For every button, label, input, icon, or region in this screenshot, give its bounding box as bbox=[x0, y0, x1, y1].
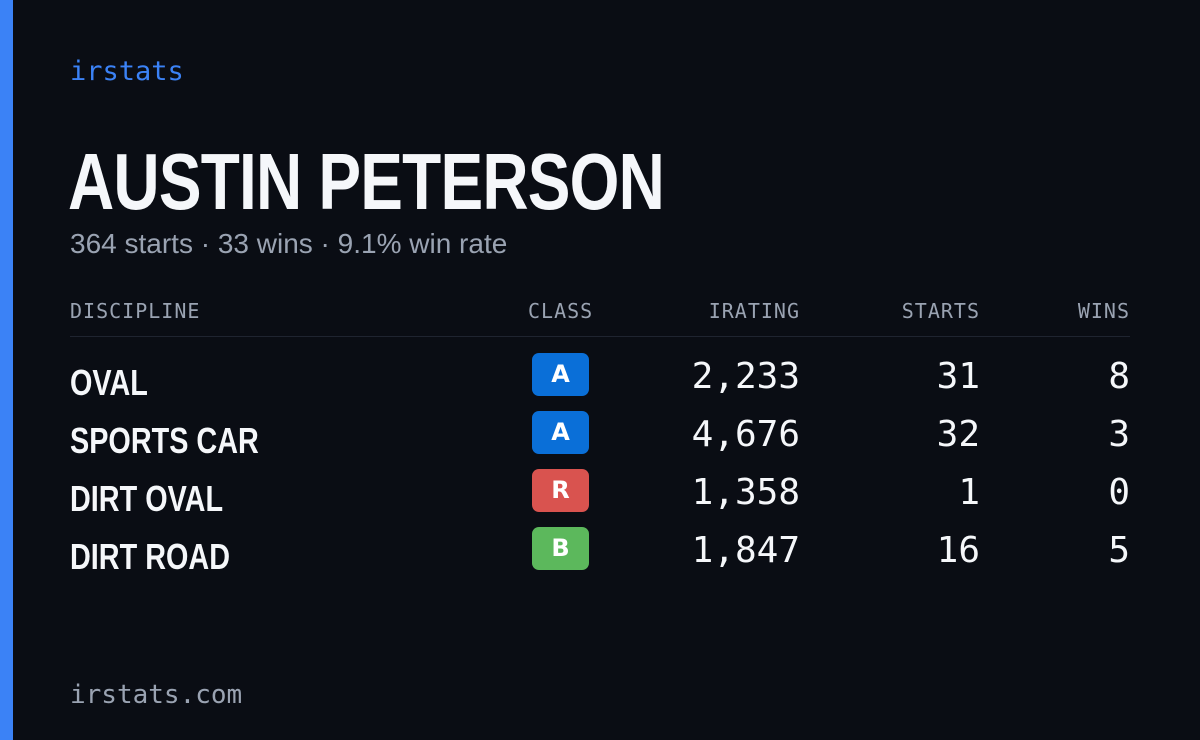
wins-value: 5 bbox=[1108, 530, 1130, 571]
driver-summary: 364 starts · 33 wins · 9.1% win rate bbox=[70, 228, 508, 259]
header-class: CLASS bbox=[528, 299, 594, 323]
class-badge: R bbox=[532, 469, 589, 512]
irating-value: 2,233 bbox=[691, 356, 800, 397]
discipline-name: DIRT OVAL bbox=[70, 478, 224, 519]
table-header: DISCIPLINE CLASS IRATING STARTS WINS bbox=[70, 296, 1130, 337]
table-body: OVAL A 2,233 31 8 SPORTS CAR A 4,676 32 … bbox=[70, 337, 1130, 585]
table-row: SPORTS CAR A 4,676 32 3 bbox=[70, 411, 1130, 469]
irating-value: 1,358 bbox=[691, 472, 800, 513]
header-discipline: DISCIPLINE bbox=[70, 299, 201, 323]
class-badge: A bbox=[532, 353, 589, 396]
irating-value: 4,676 bbox=[691, 414, 800, 455]
table-row: OVAL A 2,233 31 8 bbox=[70, 353, 1130, 411]
starts-value: 16 bbox=[936, 530, 980, 571]
wins-value: 3 bbox=[1108, 414, 1130, 455]
discipline-name: SPORTS CAR bbox=[70, 420, 259, 461]
header-starts: STARTS bbox=[901, 299, 980, 323]
brand-logo-text: irstats bbox=[70, 56, 184, 87]
accent-bar bbox=[0, 0, 13, 740]
starts-value: 31 bbox=[936, 356, 980, 397]
wins-value: 0 bbox=[1108, 472, 1130, 513]
starts-value: 32 bbox=[936, 414, 980, 455]
header-wins: WINS bbox=[1077, 299, 1130, 323]
wins-value: 8 bbox=[1108, 356, 1130, 397]
table-row: DIRT OVAL R 1,358 1 0 bbox=[70, 469, 1130, 527]
table-row: DIRT ROAD B 1,847 16 5 bbox=[70, 527, 1130, 585]
class-badge: B bbox=[532, 527, 589, 570]
footer-url: irstats.com bbox=[70, 680, 243, 710]
irating-value: 1,847 bbox=[691, 530, 800, 571]
class-badge: A bbox=[532, 411, 589, 454]
header-irating: IRATING bbox=[708, 299, 800, 323]
starts-value: 1 bbox=[958, 472, 980, 513]
driver-name: AUSTIN PETERSON bbox=[68, 137, 665, 226]
stats-table: DISCIPLINE CLASS IRATING STARTS WINS OVA… bbox=[70, 296, 1130, 585]
discipline-name: OVAL bbox=[70, 362, 148, 403]
discipline-name: DIRT ROAD bbox=[70, 536, 230, 577]
